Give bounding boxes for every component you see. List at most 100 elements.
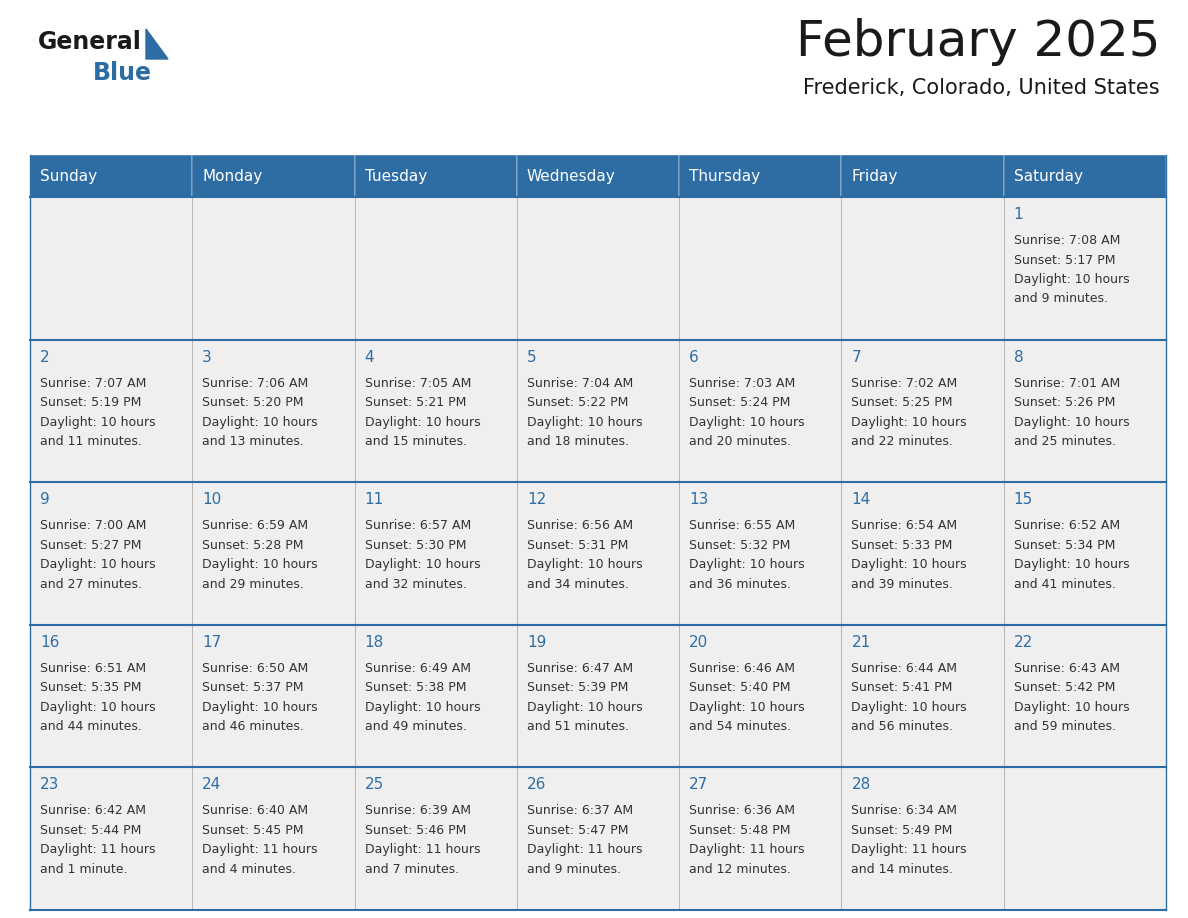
Text: and 11 minutes.: and 11 minutes. [40, 435, 141, 448]
Bar [1004, 155, 1165, 197]
Text: Sunset: 5:48 PM: Sunset: 5:48 PM [689, 823, 791, 837]
Bar [354, 767, 517, 910]
Bar [192, 767, 354, 910]
Text: 11: 11 [365, 492, 384, 508]
Text: Sunrise: 6:54 AM: Sunrise: 6:54 AM [852, 520, 958, 532]
Text: Sunset: 5:46 PM: Sunset: 5:46 PM [365, 823, 466, 837]
Bar [680, 482, 841, 625]
Bar [680, 340, 841, 482]
Text: and 39 minutes.: and 39 minutes. [852, 577, 953, 590]
Bar [30, 340, 192, 482]
Bar [1004, 625, 1165, 767]
Bar [30, 767, 192, 910]
Text: Daylight: 10 hours: Daylight: 10 hours [40, 558, 156, 571]
Text: General: General [38, 30, 141, 54]
Text: and 41 minutes.: and 41 minutes. [1013, 577, 1116, 590]
Text: 7: 7 [852, 350, 861, 364]
Text: and 12 minutes.: and 12 minutes. [689, 863, 791, 876]
Text: Daylight: 10 hours: Daylight: 10 hours [1013, 416, 1130, 429]
Text: Sunrise: 6:34 AM: Sunrise: 6:34 AM [852, 804, 958, 817]
Bar [841, 155, 1004, 197]
Text: Daylight: 11 hours: Daylight: 11 hours [852, 844, 967, 856]
Text: 19: 19 [526, 635, 546, 650]
Text: Sunset: 5:47 PM: Sunset: 5:47 PM [526, 823, 628, 837]
Bar [192, 340, 354, 482]
Bar [517, 767, 680, 910]
Text: Sunrise: 6:57 AM: Sunrise: 6:57 AM [365, 520, 470, 532]
Text: Daylight: 10 hours: Daylight: 10 hours [202, 558, 318, 571]
Text: Sunrise: 6:51 AM: Sunrise: 6:51 AM [40, 662, 146, 675]
Text: 14: 14 [852, 492, 871, 508]
Bar [354, 625, 517, 767]
Text: Daylight: 10 hours: Daylight: 10 hours [40, 700, 156, 714]
Bar [354, 155, 517, 197]
Bar [1004, 197, 1165, 340]
Text: Sunrise: 6:40 AM: Sunrise: 6:40 AM [202, 804, 309, 817]
Text: and 7 minutes.: and 7 minutes. [365, 863, 459, 876]
Text: and 25 minutes.: and 25 minutes. [1013, 435, 1116, 448]
Text: Wednesday: Wednesday [526, 169, 615, 184]
Bar [680, 625, 841, 767]
Text: Sunset: 5:35 PM: Sunset: 5:35 PM [40, 681, 141, 694]
Text: 4: 4 [365, 350, 374, 364]
Bar [841, 767, 1004, 910]
Text: Sunday: Sunday [40, 169, 97, 184]
Bar [192, 625, 354, 767]
Text: 16: 16 [40, 635, 59, 650]
Text: 26: 26 [526, 778, 546, 792]
Polygon shape [146, 29, 168, 59]
Text: and 29 minutes.: and 29 minutes. [202, 577, 304, 590]
Text: and 13 minutes.: and 13 minutes. [202, 435, 304, 448]
Text: and 20 minutes.: and 20 minutes. [689, 435, 791, 448]
Bar [354, 340, 517, 482]
Text: Sunrise: 6:44 AM: Sunrise: 6:44 AM [852, 662, 958, 675]
Text: February 2025: February 2025 [796, 18, 1159, 66]
Text: Sunrise: 6:43 AM: Sunrise: 6:43 AM [1013, 662, 1120, 675]
Bar [192, 482, 354, 625]
Text: Sunrise: 6:46 AM: Sunrise: 6:46 AM [689, 662, 795, 675]
Text: Sunset: 5:37 PM: Sunset: 5:37 PM [202, 681, 304, 694]
Text: Sunset: 5:19 PM: Sunset: 5:19 PM [40, 396, 141, 409]
Text: and 59 minutes.: and 59 minutes. [1013, 721, 1116, 733]
Text: Daylight: 10 hours: Daylight: 10 hours [365, 700, 480, 714]
Text: and 18 minutes.: and 18 minutes. [526, 435, 628, 448]
Text: Daylight: 10 hours: Daylight: 10 hours [689, 416, 804, 429]
Text: Daylight: 11 hours: Daylight: 11 hours [40, 844, 156, 856]
Text: Sunset: 5:44 PM: Sunset: 5:44 PM [40, 823, 141, 837]
Text: Sunrise: 7:05 AM: Sunrise: 7:05 AM [365, 376, 470, 389]
Text: Sunset: 5:33 PM: Sunset: 5:33 PM [852, 539, 953, 552]
Text: 24: 24 [202, 778, 221, 792]
Text: Sunrise: 6:36 AM: Sunrise: 6:36 AM [689, 804, 795, 817]
Text: Sunset: 5:39 PM: Sunset: 5:39 PM [526, 681, 628, 694]
Text: Sunrise: 6:49 AM: Sunrise: 6:49 AM [365, 662, 470, 675]
Bar [517, 482, 680, 625]
Text: and 49 minutes.: and 49 minutes. [365, 721, 467, 733]
Text: 5: 5 [526, 350, 537, 364]
Text: Sunrise: 6:59 AM: Sunrise: 6:59 AM [202, 520, 309, 532]
Text: Sunset: 5:40 PM: Sunset: 5:40 PM [689, 681, 791, 694]
Text: and 4 minutes.: and 4 minutes. [202, 863, 296, 876]
Text: and 27 minutes.: and 27 minutes. [40, 577, 143, 590]
Bar [1004, 340, 1165, 482]
Bar [680, 155, 841, 197]
Text: 1: 1 [1013, 207, 1023, 222]
Text: Sunset: 5:30 PM: Sunset: 5:30 PM [365, 539, 466, 552]
Text: 2: 2 [40, 350, 50, 364]
Text: Sunrise: 6:52 AM: Sunrise: 6:52 AM [1013, 520, 1120, 532]
Text: Daylight: 11 hours: Daylight: 11 hours [365, 844, 480, 856]
Text: Daylight: 11 hours: Daylight: 11 hours [689, 844, 804, 856]
Text: Sunset: 5:38 PM: Sunset: 5:38 PM [365, 681, 466, 694]
Text: and 44 minutes.: and 44 minutes. [40, 721, 141, 733]
Text: Daylight: 10 hours: Daylight: 10 hours [526, 416, 643, 429]
Text: Daylight: 10 hours: Daylight: 10 hours [526, 558, 643, 571]
Text: Sunrise: 6:50 AM: Sunrise: 6:50 AM [202, 662, 309, 675]
Text: 13: 13 [689, 492, 708, 508]
Text: Sunset: 5:32 PM: Sunset: 5:32 PM [689, 539, 790, 552]
Text: Tuesday: Tuesday [365, 169, 426, 184]
Text: Sunset: 5:42 PM: Sunset: 5:42 PM [1013, 681, 1116, 694]
Text: Daylight: 10 hours: Daylight: 10 hours [1013, 700, 1130, 714]
Text: Sunset: 5:45 PM: Sunset: 5:45 PM [202, 823, 304, 837]
Bar [192, 155, 354, 197]
Text: Sunset: 5:24 PM: Sunset: 5:24 PM [689, 396, 790, 409]
Text: Sunset: 5:25 PM: Sunset: 5:25 PM [852, 396, 953, 409]
